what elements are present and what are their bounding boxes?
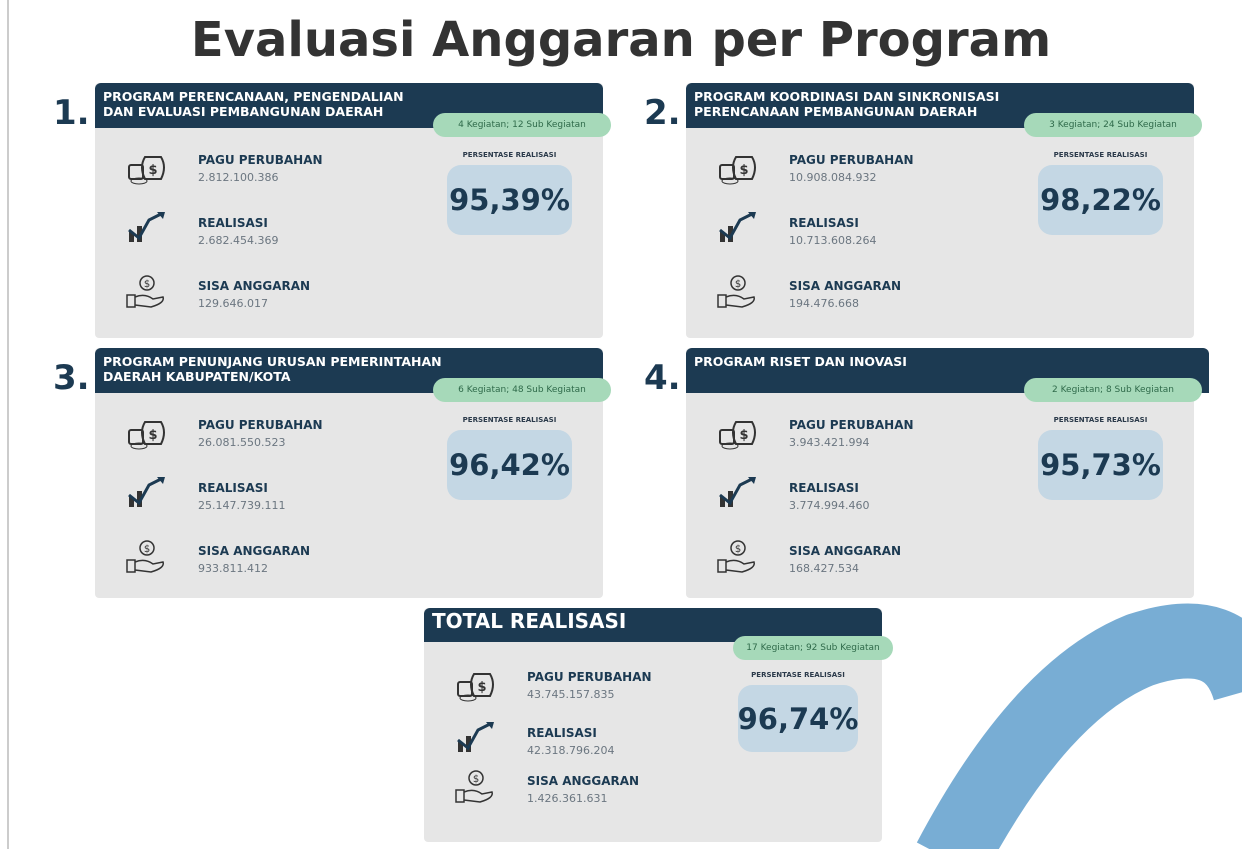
icon: $ (128, 156, 165, 185)
item-label: SISA ANGGARAN (198, 544, 311, 558)
percent-label: PERSENTASE REALISASI (1053, 151, 1148, 159)
svg-text:$: $ (735, 279, 741, 290)
svg-text:$: $ (473, 774, 479, 785)
badge: 3 Kegiatan; 24 Sub Kegiatan (1024, 113, 1202, 137)
icon: $ (455, 770, 493, 803)
item-label: REALISASI (789, 481, 859, 495)
svg-text:$: $ (144, 279, 150, 290)
percent-label: PERSENTASE REALISASI (751, 671, 845, 679)
item-value: 1.426.361.631 (527, 792, 608, 805)
item-value: 2.812.100.386 (198, 171, 279, 184)
item-label: PAGU PERUBAHAN (789, 418, 914, 432)
percent: 96,42% (447, 430, 572, 500)
percent: 98,22% (1038, 165, 1163, 235)
icon: $ (719, 156, 756, 185)
item-label: REALISASI (198, 216, 268, 230)
icon (128, 477, 165, 507)
percent: 95,39% (447, 165, 572, 235)
icon: $ (128, 421, 165, 450)
item-label: SISA ANGGARAN (198, 279, 311, 293)
item-value: 10.908.084.932 (789, 171, 877, 184)
badge: 4 Kegiatan; 12 Sub Kegiatan (433, 113, 611, 137)
svg-text:$: $ (735, 544, 741, 555)
percent-label: PERSENTASE REALISASI (1053, 416, 1148, 424)
item-label: SISA ANGGARAN (527, 774, 640, 788)
svg-text:$: $ (148, 163, 157, 178)
icon: $ (126, 275, 164, 308)
icon: $ (457, 673, 494, 702)
icon: $ (717, 540, 755, 573)
svg-text:$: $ (148, 428, 157, 443)
icon (457, 722, 494, 752)
svg-text:$: $ (477, 680, 486, 695)
item-label: SISA ANGGARAN (789, 544, 902, 558)
item-value: 3.774.994.460 (789, 499, 870, 512)
item-value: 25.147.739.111 (198, 499, 286, 512)
card-header: PROGRAM PERENCANAAN, PENGENDALIAN DAN EV… (95, 83, 603, 128)
item-label: REALISASI (527, 726, 597, 740)
svg-text:$: $ (144, 544, 150, 555)
item-label: SISA ANGGARAN (789, 279, 902, 293)
title: Evaluasi Anggaran per Program (190, 12, 1052, 68)
icon: $ (717, 275, 755, 308)
badge: 6 Kegiatan; 48 Sub Kegiatan (433, 378, 611, 402)
badge: 17 Kegiatan; 92 Sub Kegiatan (733, 636, 893, 660)
item-label: PAGU PERUBAHAN (789, 153, 914, 167)
svg-text:$: $ (739, 163, 748, 178)
program-number: 4. (644, 358, 681, 398)
item-value: 42.318.796.204 (527, 744, 615, 757)
program-number: 1. (53, 93, 90, 133)
item-value: 129.646.017 (198, 297, 268, 310)
icon (128, 212, 165, 242)
percent: 95,73% (1038, 430, 1163, 500)
item-value: 10.713.608.264 (789, 234, 877, 247)
badge: 2 Kegiatan; 8 Sub Kegiatan (1024, 378, 1202, 402)
icon (719, 212, 756, 242)
program-number: 2. (644, 93, 681, 133)
percent-label: PERSENTASE REALISASI (462, 151, 557, 159)
item-label: REALISASI (789, 216, 859, 230)
item-value: 168.427.534 (789, 562, 859, 575)
item-value: 933.811.412 (198, 562, 268, 575)
percent-label: PERSENTASE REALISASI (462, 416, 557, 424)
item-value: 43.745.157.835 (527, 688, 615, 701)
icon: $ (719, 421, 756, 450)
item-value: 3.943.421.994 (789, 436, 870, 449)
icon (719, 477, 756, 507)
item-value: 26.081.550.523 (198, 436, 286, 449)
program-number: 3. (53, 358, 90, 398)
percent: 96,74% (738, 685, 858, 752)
svg-text:$: $ (739, 428, 748, 443)
item-label: PAGU PERUBAHAN (198, 418, 323, 432)
item-label: REALISASI (198, 481, 268, 495)
item-value: 194.476.668 (789, 297, 859, 310)
icon: $ (126, 540, 164, 573)
item-label: PAGU PERUBAHAN (527, 670, 652, 684)
item-label: PAGU PERUBAHAN (198, 153, 323, 167)
item-value: 2.682.454.369 (198, 234, 279, 247)
